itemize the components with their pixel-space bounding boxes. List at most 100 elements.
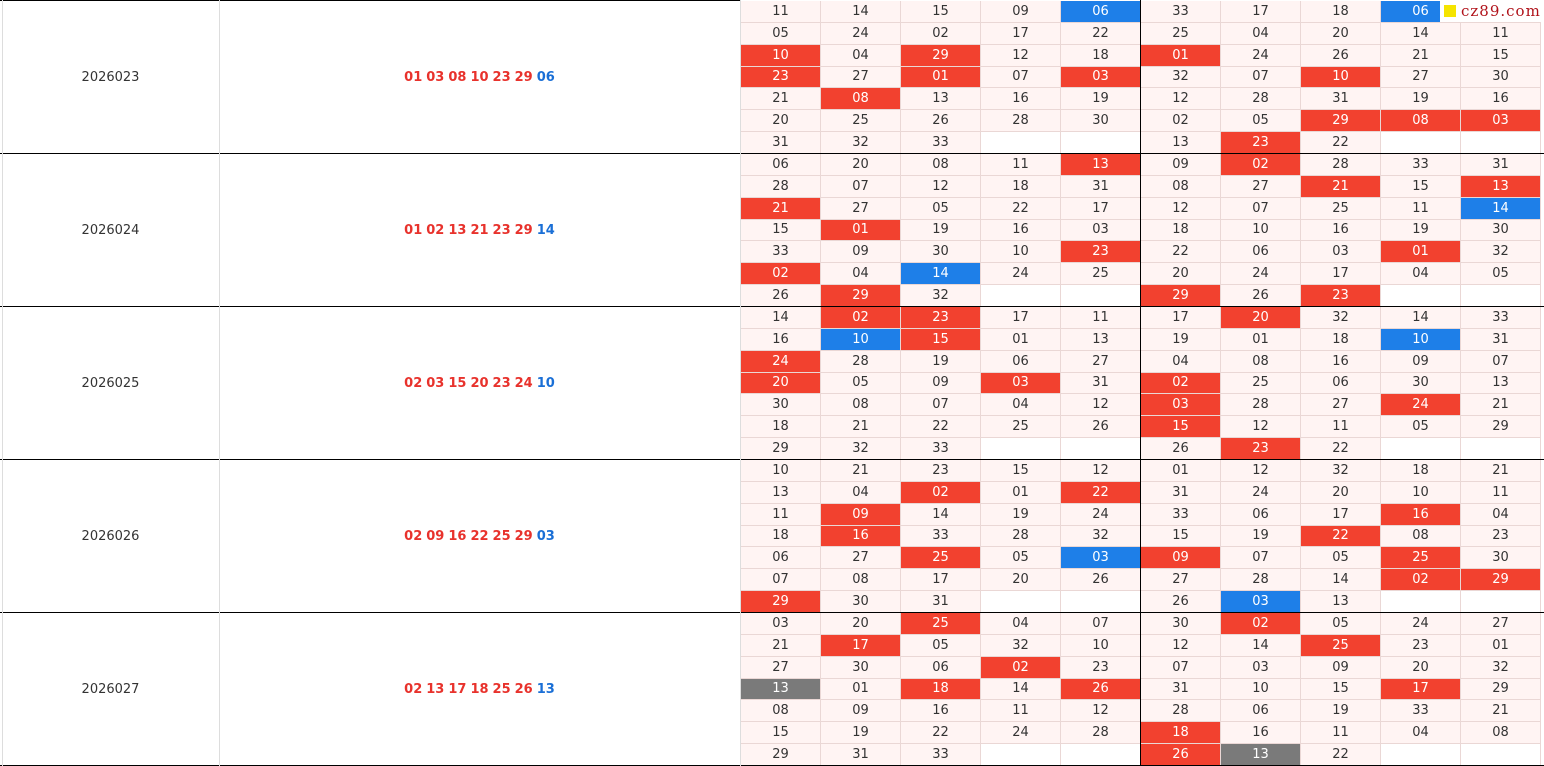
number-cell: 08: [1221, 350, 1301, 373]
highlight-cell: 03: [1221, 591, 1301, 613]
red-number: 03: [426, 70, 445, 85]
number-cell: 13: [741, 481, 821, 504]
number-cell: 04: [1141, 350, 1221, 373]
highlight-cell: 02: [821, 307, 901, 329]
number-cell: 13: [1461, 372, 1541, 395]
red-number: 20: [470, 376, 489, 391]
number-cell: 16: [981, 88, 1061, 111]
block-line: [0, 306, 1544, 307]
number-cell: 13: [1141, 132, 1221, 154]
number-cell: 26: [1061, 416, 1141, 439]
watermark: cz89.com: [1440, 0, 1544, 22]
number-cell: 27: [1221, 175, 1301, 198]
number-cell: 06: [1221, 700, 1301, 723]
number-cell: 31: [1061, 372, 1141, 395]
number-cell: 31: [1141, 481, 1221, 504]
watermark-text: cz89.com: [1461, 2, 1541, 20]
highlight-cell: 10: [741, 44, 821, 67]
number-cell: 31: [901, 591, 981, 613]
col-line: [219, 0, 220, 766]
number-cell: 14: [1221, 634, 1301, 657]
draw-numbers: 01 02 13 21 23 29 14: [219, 154, 740, 307]
number-cell: 14: [821, 1, 901, 23]
number-cell: 32: [1061, 525, 1141, 548]
number-cell: 07: [821, 175, 901, 198]
number-cell: 12: [1141, 197, 1221, 220]
number-cell: 32: [1141, 66, 1221, 89]
number-cell: 31: [1141, 678, 1221, 701]
number-cell: 04: [1461, 503, 1541, 526]
highlight-cell: 03: [981, 372, 1061, 395]
number-cell: 14: [1301, 569, 1381, 592]
number-cell: 16: [741, 328, 821, 351]
col-line: [740, 0, 741, 766]
number-cell: 16: [1221, 722, 1301, 745]
highlight-cell: 10: [1381, 328, 1461, 351]
highlight-cell: 14: [901, 263, 981, 286]
number-cell: 33: [1141, 1, 1221, 23]
number-cell: 11: [1061, 307, 1141, 329]
red-number: 15: [448, 376, 467, 391]
number-cell: 17: [1061, 197, 1141, 220]
number-cell: 24: [981, 263, 1061, 286]
number-cell: 26: [901, 110, 981, 133]
empty-cell: [1461, 438, 1541, 460]
number-cell: 03: [1301, 241, 1381, 264]
number-cell: 30: [1461, 219, 1541, 242]
blue-number: 13: [536, 682, 555, 697]
number-cell: 32: [901, 285, 981, 307]
number-cell: 08: [901, 154, 981, 176]
number-cell: 22: [1301, 132, 1381, 154]
empty-cell: [1381, 744, 1461, 766]
red-number: 10: [470, 70, 489, 85]
highlight-cell: 09: [821, 503, 901, 526]
number-cell: 01: [1221, 328, 1301, 351]
blue-number: 06: [536, 70, 555, 85]
number-cell: 32: [981, 634, 1061, 657]
number-cell: 25: [1221, 372, 1301, 395]
highlight-cell: 02: [901, 481, 981, 504]
number-cell: 28: [981, 525, 1061, 548]
block-line: [0, 612, 1544, 613]
number-cell: 32: [1301, 460, 1381, 482]
red-number: 01: [404, 223, 423, 238]
highlight-cell: 26: [1061, 678, 1141, 701]
number-cell: 12: [1061, 394, 1141, 417]
highlight-cell: 09: [1141, 547, 1221, 570]
highlight-cell: 15: [901, 328, 981, 351]
number-cell: 13: [1061, 328, 1141, 351]
number-cell: 09: [1381, 350, 1461, 373]
top-line: [0, 0, 740, 1]
number-cell: 17: [901, 569, 981, 592]
number-cell: 23: [1381, 634, 1461, 657]
red-number: 26: [514, 682, 533, 697]
number-cell: 07: [741, 569, 821, 592]
highlight-cell: 24: [1381, 394, 1461, 417]
number-cell: 20: [1301, 22, 1381, 45]
number-cell: 22: [981, 197, 1061, 220]
highlight-cell: 29: [1141, 285, 1221, 307]
red-number: 01: [404, 70, 423, 85]
number-cell: 07: [1221, 66, 1301, 89]
number-cell: 30: [1141, 613, 1221, 635]
number-cell: 22: [1141, 241, 1221, 264]
number-cell: 27: [1061, 350, 1141, 373]
number-cell: 04: [1221, 22, 1301, 45]
number-cell: 04: [821, 481, 901, 504]
number-cell: 26: [1301, 44, 1381, 67]
number-cell: 05: [981, 547, 1061, 570]
number-cell: 18: [981, 175, 1061, 198]
highlight-cell: 03: [1061, 547, 1141, 570]
number-cell: 11: [741, 1, 821, 23]
number-cell: 11: [1381, 197, 1461, 220]
number-cell: 19: [821, 722, 901, 745]
highlight-cell: 25: [901, 547, 981, 570]
highlight-cell: 18: [901, 678, 981, 701]
number-cell: 19: [901, 350, 981, 373]
empty-cell: [1381, 285, 1461, 307]
number-cell: 09: [901, 372, 981, 395]
number-cell: 25: [1141, 22, 1221, 45]
number-cell: 33: [1381, 700, 1461, 723]
number-cell: 12: [1141, 634, 1221, 657]
number-cell: 17: [981, 22, 1061, 45]
